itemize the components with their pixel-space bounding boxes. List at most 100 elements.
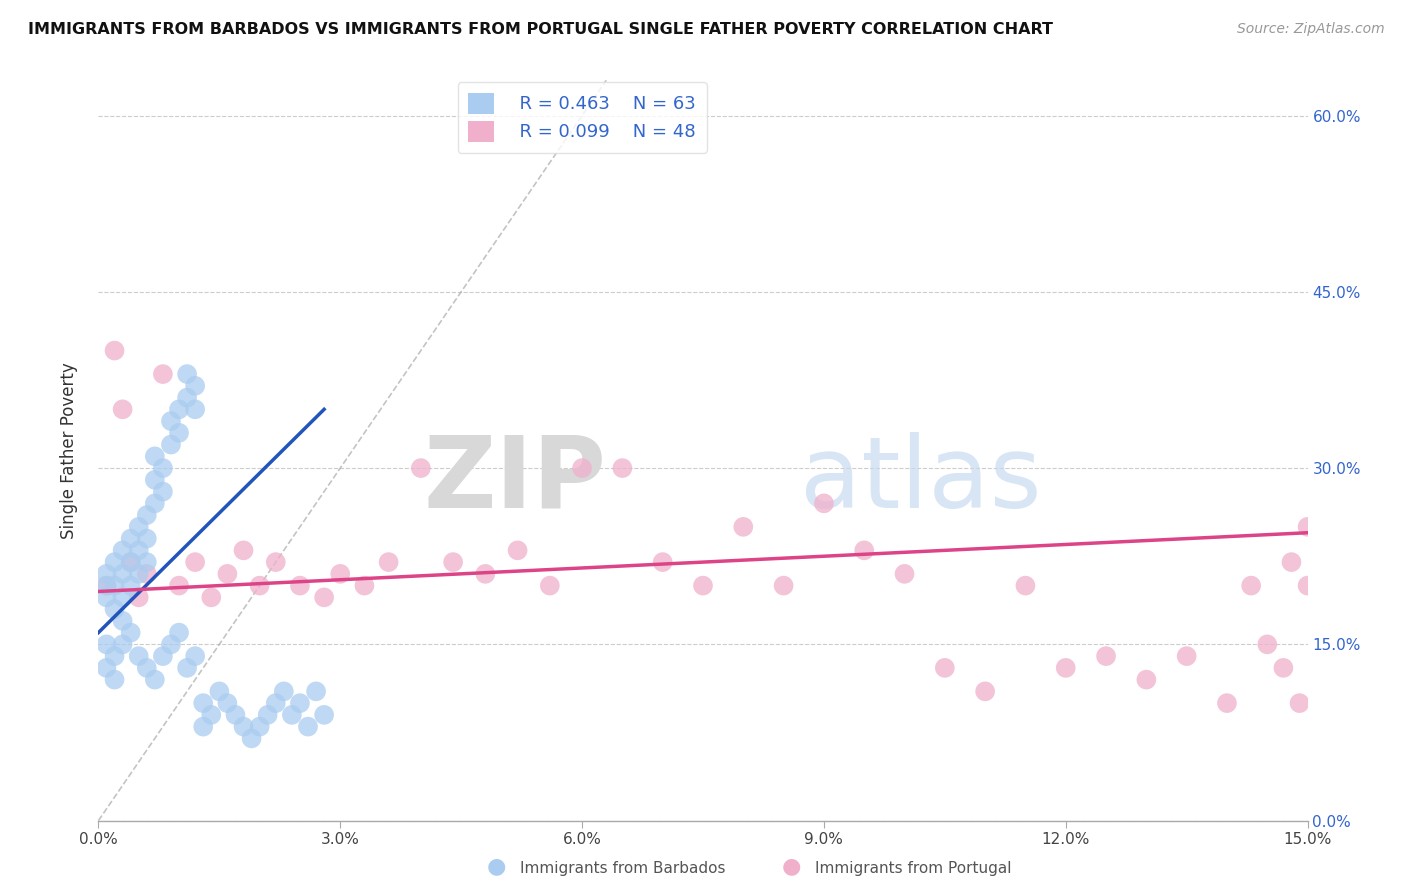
Point [184, 379, 207, 393]
Point [232, 720, 254, 734]
Point [128, 591, 150, 605]
Point [224, 707, 246, 722]
Point [160, 414, 183, 428]
Point [974, 684, 997, 698]
Point [103, 579, 125, 593]
Point [176, 661, 198, 675]
Point [120, 555, 142, 569]
Point [409, 461, 432, 475]
Point [474, 566, 496, 581]
Point [184, 649, 207, 664]
Point [176, 391, 198, 405]
Point [111, 566, 134, 581]
Point [152, 367, 174, 381]
Point [184, 402, 207, 417]
Point [1135, 673, 1157, 687]
Point [934, 661, 956, 675]
Point [96, 661, 118, 675]
Point [167, 425, 190, 440]
Point [111, 402, 134, 417]
Point [184, 555, 207, 569]
Point [314, 591, 336, 605]
Point [1296, 579, 1319, 593]
Point [167, 402, 190, 417]
Point [772, 579, 794, 593]
Point [160, 637, 183, 651]
Point [103, 673, 125, 687]
Point [160, 437, 183, 451]
Point [256, 707, 278, 722]
Point [96, 591, 118, 605]
Point [111, 614, 134, 628]
Point [1216, 696, 1239, 710]
Point [441, 555, 464, 569]
Point [111, 637, 134, 651]
Point [96, 637, 118, 651]
Point [612, 461, 634, 475]
Point [1014, 579, 1036, 593]
Point [297, 720, 319, 734]
Point [314, 707, 336, 722]
Point [96, 566, 118, 581]
Point [264, 696, 287, 710]
Point [305, 684, 328, 698]
Point [506, 543, 529, 558]
Point [1256, 637, 1278, 651]
Point [135, 555, 157, 569]
Point [143, 473, 166, 487]
Point [733, 520, 755, 534]
Point [167, 625, 190, 640]
Point [813, 496, 835, 510]
Point [1281, 555, 1303, 569]
Point [329, 566, 352, 581]
Point [217, 566, 239, 581]
Point [240, 731, 263, 746]
Point [1288, 696, 1310, 710]
Point [167, 579, 190, 593]
Point [893, 566, 915, 581]
Point [111, 543, 134, 558]
Point [143, 496, 166, 510]
Point [103, 555, 125, 569]
Point [193, 696, 215, 710]
Y-axis label: Single Father Poverty: Single Father Poverty [59, 362, 77, 539]
Point [264, 555, 287, 569]
Point [120, 579, 142, 593]
Text: Source: ZipAtlas.com: Source: ZipAtlas.com [1237, 22, 1385, 37]
Point [288, 579, 311, 593]
Text: ●: ● [782, 856, 801, 876]
Point [232, 543, 254, 558]
Point [651, 555, 673, 569]
Legend:   R = 0.463    N = 63,   R = 0.099    N = 48: R = 0.463 N = 63, R = 0.099 N = 48 [457, 82, 707, 153]
Point [152, 484, 174, 499]
Point [288, 696, 311, 710]
Point [103, 343, 125, 358]
Point [1054, 661, 1077, 675]
Point [273, 684, 295, 698]
Point [208, 684, 231, 698]
Text: IMMIGRANTS FROM BARBADOS VS IMMIGRANTS FROM PORTUGAL SINGLE FATHER POVERTY CORRE: IMMIGRANTS FROM BARBADOS VS IMMIGRANTS F… [28, 22, 1053, 37]
Point [152, 649, 174, 664]
Point [103, 602, 125, 616]
Point [1272, 661, 1295, 675]
Point [135, 532, 157, 546]
Point [128, 649, 150, 664]
Point [1175, 649, 1198, 664]
Point [281, 707, 304, 722]
Point [193, 720, 215, 734]
Point [120, 555, 142, 569]
Point [853, 543, 876, 558]
Point [128, 520, 150, 534]
Point [135, 508, 157, 522]
Point [538, 579, 561, 593]
Point [1095, 649, 1118, 664]
Point [1296, 520, 1319, 534]
Point [249, 579, 271, 593]
Text: Immigrants from Portugal: Immigrants from Portugal [815, 861, 1012, 876]
Point [135, 566, 157, 581]
Point [120, 625, 142, 640]
Point [111, 591, 134, 605]
Point [249, 720, 271, 734]
Text: ●: ● [486, 856, 506, 876]
Point [692, 579, 714, 593]
